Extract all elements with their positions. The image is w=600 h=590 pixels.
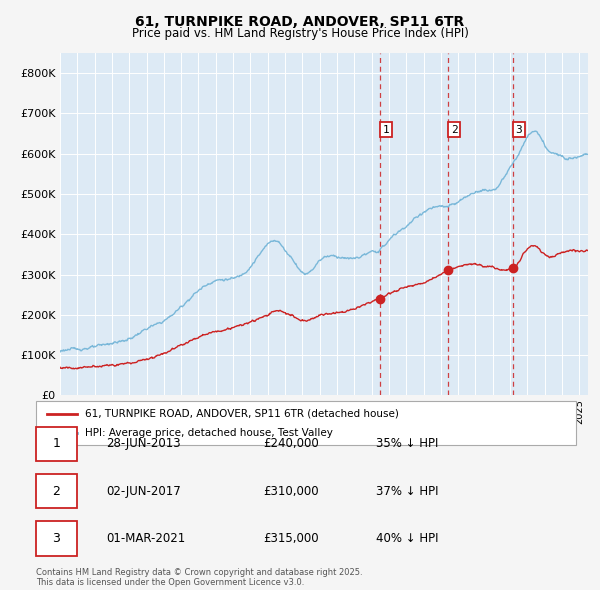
Text: Contains HM Land Registry data © Crown copyright and database right 2025.
This d: Contains HM Land Registry data © Crown c… [36,568,362,587]
Text: 02-JUN-2017: 02-JUN-2017 [106,484,181,498]
Text: HPI: Average price, detached house, Test Valley: HPI: Average price, detached house, Test… [85,428,332,438]
Text: 2: 2 [52,484,60,498]
Text: 61, TURNPIKE ROAD, ANDOVER, SP11 6TR (detached house): 61, TURNPIKE ROAD, ANDOVER, SP11 6TR (de… [85,409,398,418]
FancyBboxPatch shape [36,521,77,556]
Text: 01-MAR-2021: 01-MAR-2021 [106,532,185,545]
Text: Price paid vs. HM Land Registry's House Price Index (HPI): Price paid vs. HM Land Registry's House … [131,27,469,40]
Text: 61, TURNPIKE ROAD, ANDOVER, SP11 6TR: 61, TURNPIKE ROAD, ANDOVER, SP11 6TR [136,15,464,29]
Text: 28-JUN-2013: 28-JUN-2013 [106,437,181,451]
Text: 2: 2 [451,124,457,135]
Text: 3: 3 [515,124,523,135]
Text: £240,000: £240,000 [263,437,319,451]
FancyBboxPatch shape [36,427,77,461]
Text: £310,000: £310,000 [263,484,319,498]
FancyBboxPatch shape [36,474,77,509]
Text: 35% ↓ HPI: 35% ↓ HPI [376,437,439,451]
Text: £315,000: £315,000 [263,532,319,545]
Text: 40% ↓ HPI: 40% ↓ HPI [376,532,439,545]
Text: 37% ↓ HPI: 37% ↓ HPI [376,484,439,498]
Text: 3: 3 [52,532,60,545]
FancyBboxPatch shape [36,401,576,445]
Text: 1: 1 [383,124,389,135]
Text: 1: 1 [52,437,60,451]
